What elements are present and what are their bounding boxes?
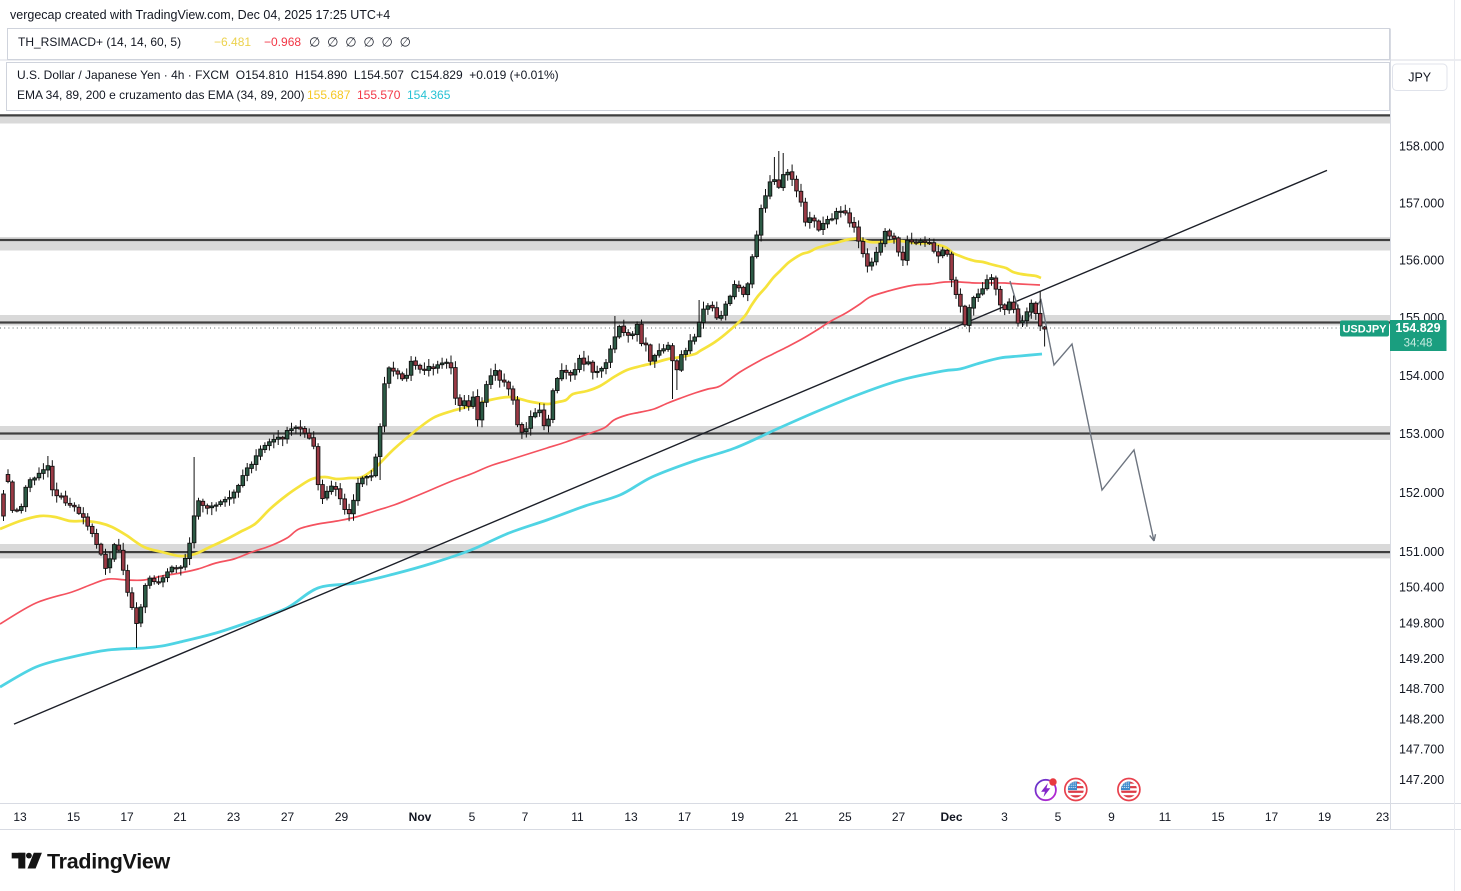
svg-text:27: 27: [281, 810, 295, 824]
svg-text:157.000: 157.000: [1399, 196, 1444, 210]
svg-text:154.000: 154.000: [1399, 369, 1444, 383]
svg-text:149.800: 149.800: [1399, 616, 1444, 630]
svg-text:23: 23: [227, 810, 241, 824]
svg-text:13: 13: [13, 810, 27, 824]
svg-text:19: 19: [731, 810, 745, 824]
svg-text:150.400: 150.400: [1399, 581, 1444, 595]
svg-text:Dec: Dec: [940, 810, 962, 824]
svg-text:U.S. Dollar / Japanese Yen · 4: U.S. Dollar / Japanese Yen · 4h · FXCM O…: [17, 68, 559, 82]
svg-text:∅∅∅∅∅∅: ∅∅∅∅∅∅: [309, 35, 418, 50]
svg-text:21: 21: [173, 810, 187, 824]
svg-text:154.365: 154.365: [407, 88, 451, 102]
svg-text:29: 29: [335, 810, 349, 824]
svg-text:34:48: 34:48: [1404, 338, 1433, 350]
svg-text:155.570: 155.570: [357, 88, 401, 102]
svg-text:152.000: 152.000: [1399, 486, 1444, 500]
svg-text:TradingView: TradingView: [47, 850, 171, 874]
svg-text:9: 9: [1108, 810, 1115, 824]
svg-text:5: 5: [469, 810, 476, 824]
svg-text:17: 17: [120, 810, 134, 824]
svg-text:USDJPY: USDJPY: [1342, 324, 1387, 336]
svg-text:5: 5: [1055, 810, 1062, 824]
svg-text:147.700: 147.700: [1399, 743, 1444, 757]
svg-text:15: 15: [1211, 810, 1225, 824]
svg-text:TH_RSIMACD+ (14, 14, 60, 5): TH_RSIMACD+ (14, 14, 60, 5): [18, 35, 181, 49]
svg-text:23: 23: [1376, 810, 1390, 824]
svg-text:17: 17: [1265, 810, 1279, 824]
svg-text:148.700: 148.700: [1399, 682, 1444, 696]
svg-text:15: 15: [67, 810, 81, 824]
svg-text:13: 13: [624, 810, 638, 824]
svg-text:19: 19: [1318, 810, 1332, 824]
svg-text:JPY: JPY: [1408, 71, 1432, 85]
svg-text:vergecap created with TradingV: vergecap created with TradingView.com, D…: [10, 8, 390, 22]
svg-text:11: 11: [571, 810, 584, 824]
svg-text:Nov: Nov: [409, 810, 432, 824]
svg-text:158.000: 158.000: [1399, 140, 1444, 154]
svg-text:21: 21: [785, 810, 799, 824]
svg-text:149.200: 149.200: [1399, 652, 1444, 666]
svg-text:147.200: 147.200: [1399, 773, 1444, 787]
svg-text:EMA 34, 89, 200 e cruzamento d: EMA 34, 89, 200 e cruzamento das EMA (34…: [17, 88, 305, 102]
svg-text:7: 7: [522, 810, 529, 824]
svg-text:17: 17: [678, 810, 692, 824]
svg-text:−0.968: −0.968: [264, 35, 301, 49]
svg-text:27: 27: [892, 810, 906, 824]
svg-text:11: 11: [1159, 810, 1172, 824]
svg-text:153.000: 153.000: [1399, 427, 1444, 441]
svg-text:148.200: 148.200: [1399, 712, 1444, 726]
svg-text:25: 25: [838, 810, 852, 824]
svg-text:154.829: 154.829: [1395, 321, 1440, 335]
svg-text:155.687: 155.687: [307, 88, 351, 102]
svg-text:3: 3: [1001, 810, 1008, 824]
svg-text:151.000: 151.000: [1399, 545, 1444, 559]
svg-text:−6.481: −6.481: [214, 35, 251, 49]
svg-text:156.000: 156.000: [1399, 254, 1444, 268]
